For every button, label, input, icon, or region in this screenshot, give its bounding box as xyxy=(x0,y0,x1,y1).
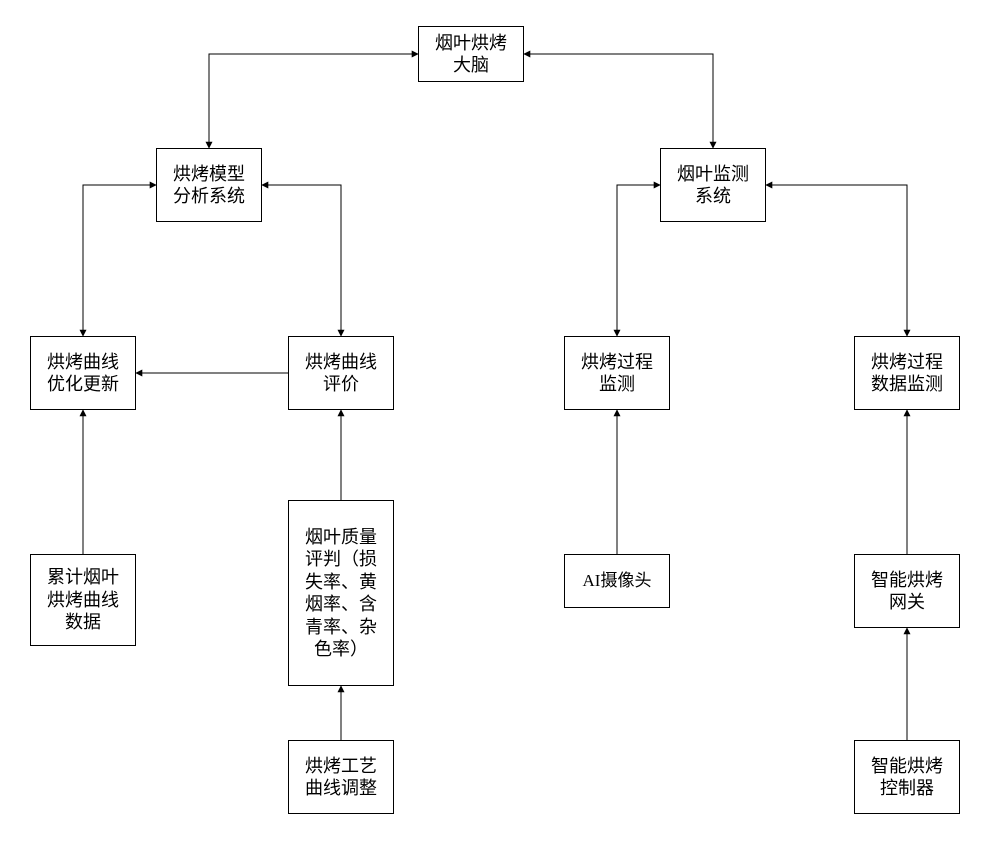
node-label: 烘烤过程 数据监测 xyxy=(871,351,943,396)
node-curve-opt: 烘烤曲线 优化更新 xyxy=(30,336,136,410)
node-label: 烟叶烘烤 大脑 xyxy=(435,32,507,77)
edge xyxy=(83,185,156,336)
node-monitor-sys: 烟叶监测 系统 xyxy=(660,148,766,222)
node-quality: 烟叶质量 评判（损 失率、黄 烟率、含 青率、杂 色率） xyxy=(288,500,394,686)
edge xyxy=(617,185,660,336)
edge xyxy=(209,54,418,148)
node-curve-adj: 烘烤工艺 曲线调整 xyxy=(288,740,394,814)
edge-layer xyxy=(0,0,1000,844)
node-data-mon: 烘烤过程 数据监测 xyxy=(854,336,960,410)
node-brain: 烟叶烘烤 大脑 xyxy=(418,26,524,82)
node-label: 烘烤过程 监测 xyxy=(581,351,653,396)
node-label: 烘烤工艺 曲线调整 xyxy=(305,755,377,800)
node-controller: 智能烘烤 控制器 xyxy=(854,740,960,814)
node-label: 智能烘烤 网关 xyxy=(871,569,943,614)
node-label: 烘烤曲线 优化更新 xyxy=(47,351,119,396)
node-label: 智能烘烤 控制器 xyxy=(871,755,943,800)
node-label: 烟叶监测 系统 xyxy=(677,163,749,208)
node-label: 烘烤曲线 评价 xyxy=(305,351,377,396)
node-proc-mon: 烘烤过程 监测 xyxy=(564,336,670,410)
edge xyxy=(766,185,907,336)
node-gateway: 智能烘烤 网关 xyxy=(854,554,960,628)
flowchart-canvas: 烟叶烘烤 大脑 烘烤模型 分析系统 烟叶监测 系统 烘烤曲线 优化更新 烘烤曲线… xyxy=(0,0,1000,844)
edge xyxy=(262,185,341,336)
node-label: 累计烟叶 烘烤曲线 数据 xyxy=(47,566,119,634)
node-label: AI摄像头 xyxy=(583,570,652,591)
node-model-sys: 烘烤模型 分析系统 xyxy=(156,148,262,222)
node-label: 烟叶质量 评判（损 失率、黄 烟率、含 青率、杂 色率） xyxy=(305,526,377,661)
node-label: 烘烤模型 分析系统 xyxy=(173,163,245,208)
node-ai-cam: AI摄像头 xyxy=(564,554,670,608)
edge xyxy=(524,54,713,148)
node-accum: 累计烟叶 烘烤曲线 数据 xyxy=(30,554,136,646)
node-curve-eval: 烘烤曲线 评价 xyxy=(288,336,394,410)
